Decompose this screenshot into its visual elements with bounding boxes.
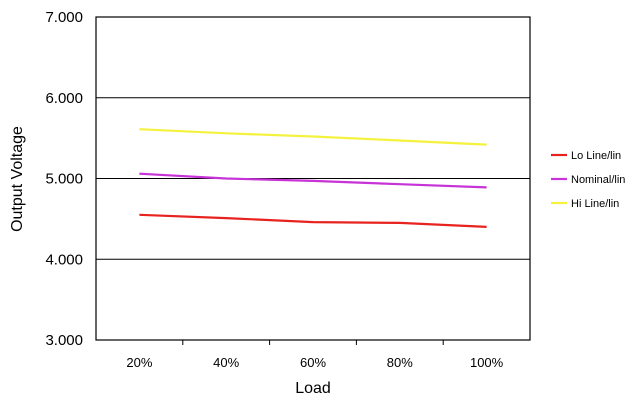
series-lines	[139, 128, 487, 228]
y-tick-label: 5.000	[45, 171, 83, 188]
x-axis-tick-labels: 20% 40% 60% 80% 100%	[126, 355, 503, 370]
legend-label: Nominal/lin	[571, 174, 625, 186]
x-tick-label: 20%	[126, 355, 152, 370]
y-tick-label: 4.000	[45, 251, 83, 268]
series-line	[139, 172, 487, 189]
y-axis-title: Output Voltage	[9, 126, 26, 232]
x-axis-title: Load	[295, 380, 331, 397]
y-tick-label: 7.000	[45, 9, 83, 26]
plot-area-frame	[95, 16, 531, 341]
legend-label: Lo Line/lin	[571, 150, 621, 162]
x-tick-label: 60%	[300, 355, 326, 370]
legend-label: Hi Line/lin	[571, 198, 619, 210]
y-tick-label: 6.000	[45, 90, 83, 107]
y-axis-tick-labels: 3.000 4.000 5.000 6.000 7.000	[45, 9, 83, 349]
series-line	[139, 213, 487, 228]
x-axis-tick-marks	[182, 340, 444, 345]
x-tick-label: 100%	[470, 355, 504, 370]
x-tick-label: 80%	[387, 355, 413, 370]
gridlines	[96, 97, 530, 260]
x-tick-label: 40%	[213, 355, 239, 370]
y-tick-label: 3.000	[45, 332, 83, 349]
series-line	[139, 128, 487, 146]
legend: Lo Line/lin Nominal/lin Hi Line/lin	[551, 150, 625, 210]
